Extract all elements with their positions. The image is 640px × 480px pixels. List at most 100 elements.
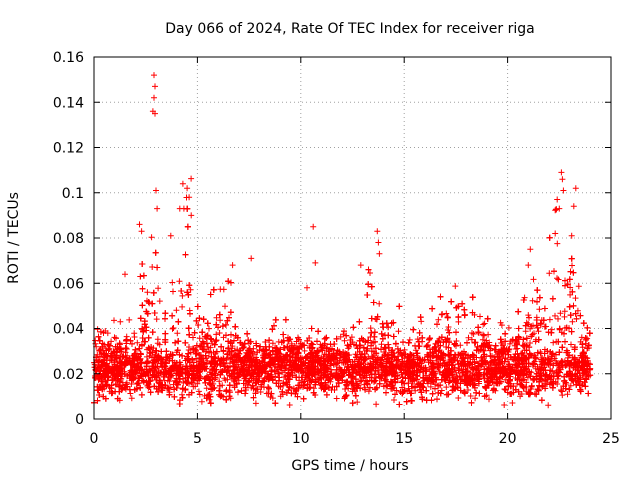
data-point bbox=[187, 286, 194, 293]
data-point bbox=[527, 340, 533, 346]
data-point bbox=[228, 349, 235, 355]
data-point bbox=[169, 279, 176, 286]
data-point bbox=[469, 330, 475, 336]
data-point bbox=[487, 347, 493, 354]
data-point bbox=[176, 278, 183, 285]
data-point bbox=[108, 338, 115, 345]
data-point bbox=[513, 346, 519, 352]
data-point bbox=[252, 400, 259, 407]
data-point bbox=[128, 395, 135, 402]
data-point bbox=[373, 401, 380, 408]
data-point bbox=[196, 335, 203, 342]
data-point bbox=[213, 331, 220, 338]
data-point bbox=[329, 383, 336, 390]
data-point bbox=[169, 325, 176, 332]
data-point bbox=[555, 315, 561, 322]
data-point bbox=[575, 283, 582, 290]
data-point bbox=[173, 307, 180, 314]
data-point bbox=[340, 331, 347, 338]
data-point bbox=[465, 334, 472, 341]
data-point bbox=[452, 283, 459, 290]
data-point bbox=[286, 402, 293, 408]
data-point bbox=[455, 395, 462, 401]
data-point bbox=[506, 340, 513, 347]
data-point bbox=[522, 328, 529, 335]
data-point bbox=[179, 292, 186, 299]
data-point bbox=[550, 339, 557, 346]
data-point bbox=[561, 308, 568, 315]
data-point bbox=[222, 377, 229, 384]
data-point bbox=[486, 396, 492, 403]
data-point bbox=[498, 322, 505, 329]
data-point bbox=[222, 303, 228, 310]
data-point bbox=[411, 367, 418, 374]
data-point bbox=[395, 328, 402, 335]
data-point bbox=[195, 388, 202, 395]
data-point bbox=[257, 389, 264, 395]
data-point bbox=[345, 345, 352, 352]
data-point bbox=[220, 348, 227, 355]
data-point bbox=[111, 334, 118, 341]
data-point bbox=[216, 330, 223, 336]
data-point bbox=[378, 341, 385, 348]
data-point bbox=[406, 336, 413, 343]
data-point bbox=[206, 396, 213, 403]
data-point bbox=[174, 330, 181, 337]
data-point bbox=[203, 385, 210, 392]
data-point bbox=[554, 240, 561, 247]
data-point bbox=[569, 262, 575, 269]
data-point bbox=[269, 340, 276, 347]
data-point bbox=[190, 383, 197, 390]
data-point bbox=[196, 391, 203, 398]
data-point bbox=[117, 318, 124, 325]
data-point bbox=[502, 387, 509, 393]
data-point bbox=[443, 310, 450, 317]
data-point bbox=[144, 289, 151, 296]
data-point bbox=[527, 325, 534, 332]
data-point bbox=[143, 353, 150, 360]
data-point bbox=[269, 395, 276, 402]
data-point bbox=[418, 318, 425, 325]
data-point bbox=[443, 384, 450, 391]
data-point bbox=[435, 316, 442, 323]
data-point bbox=[156, 298, 163, 305]
data-point bbox=[457, 342, 464, 349]
data-point bbox=[535, 328, 542, 335]
data-point bbox=[481, 320, 488, 327]
data-point bbox=[111, 317, 117, 324]
data-point bbox=[376, 300, 383, 307]
data-point bbox=[483, 337, 490, 344]
chart-title: Day 066 of 2024, Rate Of TEC Index for r… bbox=[165, 21, 534, 37]
data-point bbox=[501, 402, 508, 408]
data-point bbox=[561, 313, 568, 320]
data-point bbox=[365, 388, 372, 395]
data-point bbox=[209, 340, 216, 347]
data-point bbox=[414, 336, 421, 343]
data-point bbox=[427, 383, 434, 390]
data-point bbox=[277, 393, 284, 400]
data-point bbox=[412, 347, 419, 354]
data-point bbox=[472, 395, 479, 402]
data-point bbox=[509, 400, 516, 406]
data-point bbox=[337, 333, 344, 340]
data-point bbox=[354, 399, 361, 406]
data-point bbox=[567, 382, 574, 389]
data-point bbox=[128, 381, 135, 387]
data-point bbox=[584, 335, 591, 342]
data-point bbox=[572, 295, 579, 302]
data-point bbox=[546, 316, 553, 323]
data-point bbox=[367, 325, 374, 332]
data-point bbox=[333, 383, 340, 390]
data-point bbox=[485, 331, 492, 338]
data-point bbox=[217, 317, 224, 324]
data-point bbox=[552, 207, 559, 214]
data-point bbox=[166, 378, 173, 385]
grid-lines bbox=[94, 57, 611, 419]
data-point bbox=[545, 402, 552, 409]
data-point bbox=[480, 321, 487, 328]
data-point bbox=[148, 234, 155, 241]
data-point bbox=[569, 318, 576, 325]
data-point bbox=[505, 324, 512, 331]
data-point bbox=[557, 310, 564, 317]
data-point bbox=[381, 377, 388, 384]
